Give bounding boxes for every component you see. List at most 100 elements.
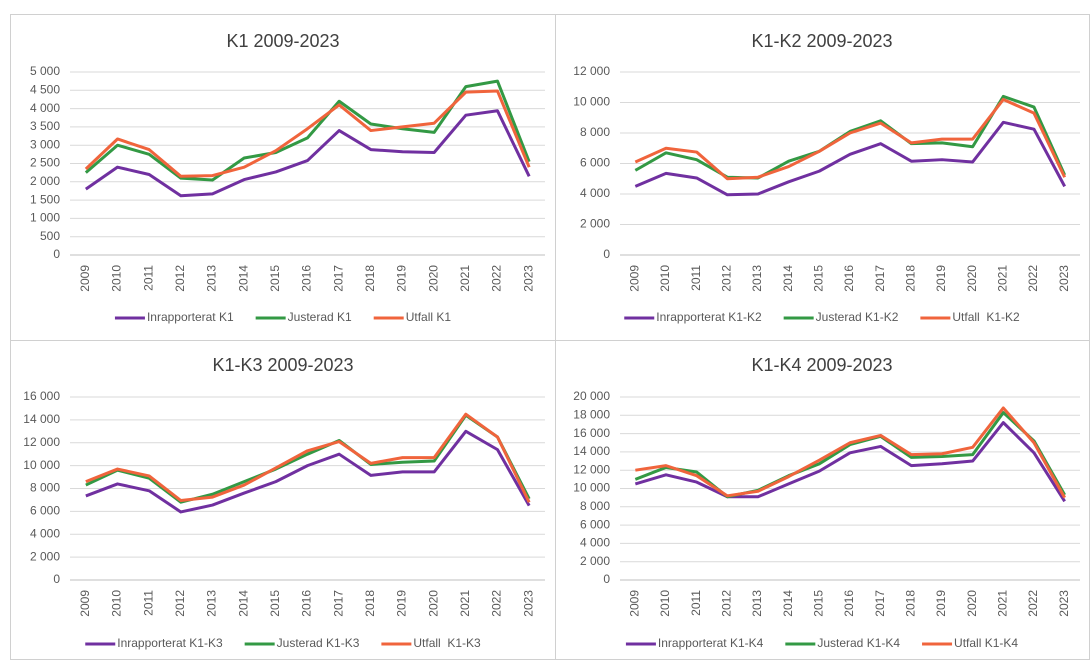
x-tick-label: 2021 [996,265,1010,292]
x-tick-label: 2021 [996,590,1010,617]
x-tick-label: 2023 [1057,265,1071,292]
x-tick-label: 2020 [426,265,440,292]
x-tick-label: 2015 [268,265,282,292]
legend-label: Utfall K1-K4 [954,636,1018,650]
chart-title: K1-K2 2009-2023 [751,31,892,51]
series-line [634,421,1066,503]
x-tick-label: 2018 [904,590,918,617]
legend-label: Utfall K1-K2 [952,310,1020,324]
x-tick-label: 2022 [490,265,504,292]
y-tick-label: 14 000 [573,444,610,458]
x-tick-label: 2022 [1026,265,1040,292]
legend-label: Justerad K1 [288,310,352,324]
x-tick-label: 2020 [426,590,440,617]
x-tick-label: 2014 [236,590,250,617]
y-tick-label: 0 [53,247,60,261]
x-tick-label: 2009 [78,590,92,617]
legend-label: Inrapporterat K1-K3 [117,636,223,650]
y-tick-label: 6 000 [30,504,60,518]
x-tick-label: 2012 [173,265,187,292]
x-tick-label: 2017 [331,265,345,292]
y-tick-label: 2 000 [30,549,60,563]
y-tick-label: 0 [53,572,60,586]
y-tick-label: 2 000 [580,554,610,568]
series-line [84,89,531,178]
y-tick-label: 1 000 [30,211,60,225]
y-tick-label: 500 [40,229,60,243]
x-tick-label: 2019 [934,265,948,292]
y-tick-label: 2 500 [30,156,60,170]
y-tick-label: 16 000 [23,389,60,403]
x-tick-label: 2016 [842,590,856,617]
series-line [84,109,531,198]
x-tick-label: 2013 [750,590,764,617]
x-tick-label: 2018 [363,265,377,292]
x-tick-label: 2010 [110,265,124,292]
x-tick-label: 2011 [141,590,155,616]
x-tick-label: 2020 [965,590,979,617]
y-tick-label: 4 000 [30,101,60,115]
y-tick-label: 1 500 [30,192,60,206]
y-tick-label: 20 000 [573,389,610,403]
y-tick-label: 12 000 [573,64,610,78]
x-tick-label: 2009 [628,265,642,292]
panel-border [10,340,556,660]
legend-label: Justerad K1-K4 [817,636,900,650]
legend-label: Inrapporterat K1-K2 [656,310,762,324]
x-tick-label: 2015 [268,590,282,617]
legend-label: Inrapporterat K1-K4 [658,636,764,650]
x-tick-label: 2012 [720,265,734,292]
x-tick-label: 2017 [873,590,887,617]
x-tick-label: 2012 [720,590,734,617]
y-tick-label: 16 000 [573,426,610,440]
x-tick-label: 2009 [78,265,92,292]
x-tick-label: 2018 [904,265,918,292]
x-tick-label: 2016 [300,590,314,617]
legend-label: Justerad K1-K3 [277,636,360,650]
y-tick-label: 3 500 [30,119,60,133]
legend-label: Utfall K1-K3 [413,636,481,650]
panel-border [10,14,556,341]
x-tick-label: 2023 [521,590,535,617]
x-tick-label: 2015 [812,265,826,292]
x-tick-label: 2023 [1057,590,1071,617]
y-tick-label: 8 000 [30,481,60,495]
x-tick-label: 2019 [395,590,409,617]
x-tick-label: 2021 [458,590,472,617]
x-tick-label: 2010 [658,265,672,292]
y-tick-label: 4 500 [30,82,60,96]
y-tick-label: 8 000 [580,499,610,513]
x-tick-label: 2010 [658,590,672,617]
x-tick-label: 2011 [141,265,155,291]
legend-label: Inrapporterat K1 [147,310,234,324]
x-tick-label: 2009 [628,590,642,617]
x-tick-label: 2014 [781,265,795,292]
legend-label: Justerad K1-K2 [816,310,899,324]
x-tick-label: 2021 [458,265,472,292]
chart-title: K1-K4 2009-2023 [751,355,892,375]
y-tick-label: 10 000 [573,95,610,109]
chart-title: K1-K3 2009-2023 [212,355,353,375]
x-tick-label: 2022 [490,590,504,617]
series-line [85,429,531,514]
x-tick-label: 2020 [965,265,979,292]
y-tick-label: 10 000 [573,481,610,495]
series-line [634,97,1067,181]
x-tick-label: 2014 [781,590,795,617]
series-line [634,411,1066,499]
x-tick-label: 2019 [934,590,948,617]
y-tick-label: 4 000 [30,526,60,540]
x-tick-label: 2017 [331,590,345,617]
series-line [85,412,531,503]
y-tick-label: 18 000 [573,407,610,421]
y-tick-label: 6 000 [580,517,610,531]
x-tick-label: 2010 [110,590,124,617]
x-tick-label: 2013 [750,265,764,292]
y-tick-label: 12 000 [23,435,60,449]
x-tick-label: 2019 [395,265,409,292]
series-line [634,94,1067,180]
x-tick-label: 2016 [842,265,856,292]
y-tick-label: 12 000 [573,462,610,476]
x-tick-label: 2014 [236,265,250,292]
